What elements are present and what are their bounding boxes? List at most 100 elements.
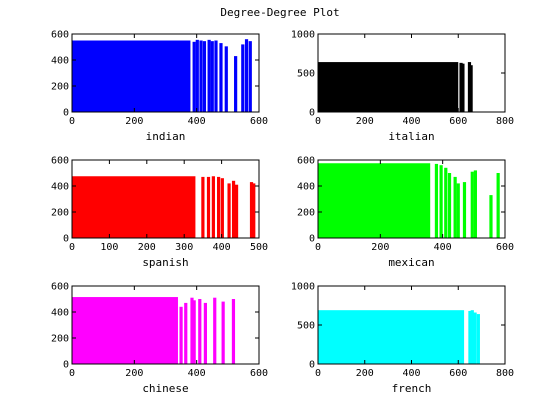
scatter-strip [207, 34, 211, 112]
y-tick-label: 200 [297, 208, 315, 219]
scatter-strip [201, 160, 205, 238]
scatter-strip [203, 286, 207, 364]
y-tick-label: 200 [51, 208, 69, 219]
scatter-strip [470, 286, 474, 364]
scatter-strip [231, 160, 236, 238]
y-tick-label: 1000 [291, 282, 315, 293]
x-tick-label: 400 [434, 242, 452, 253]
scatter-strip [434, 160, 439, 238]
scatter-strip [219, 34, 223, 112]
scatter-strip [249, 160, 254, 238]
x-tick-label: 400 [402, 368, 420, 379]
scatter-strip [199, 34, 203, 112]
x-tick-label: 400 [188, 116, 206, 127]
x-tick-label: 600 [496, 242, 514, 253]
dense-point-cloud [72, 297, 178, 364]
y-tick-label: 400 [51, 56, 69, 67]
x-tick-label: 400 [213, 242, 231, 253]
x-tick-label: 0 [69, 368, 75, 379]
scatter-points-spanish [72, 160, 256, 238]
scatter-strip [213, 286, 217, 364]
x-tick-label: 200 [125, 368, 143, 379]
scatter-strip [456, 160, 460, 238]
y-tick-label: 600 [297, 156, 315, 167]
x-tick-label: 0 [315, 242, 321, 253]
scatter-strip [192, 34, 196, 112]
plot-frame [71, 33, 260, 113]
scatter-strip [210, 34, 214, 112]
scatter-strip [220, 160, 224, 238]
dense-point-cloud [72, 40, 191, 112]
x-tick-label: 600 [449, 368, 467, 379]
subplot-french: 0 200 400 600 800 0 500 1000 french [291, 282, 514, 396]
x-tick-label: 400 [188, 368, 206, 379]
scatter-strip [476, 286, 480, 364]
x-axis-label: spanish [142, 256, 188, 269]
subplot-chinese: 0 200 400 600 0 200 400 600 chinese [51, 282, 268, 396]
y-tick-label: 500 [297, 321, 315, 332]
scatter-strip [459, 34, 463, 112]
y-tick-label: 0 [63, 360, 69, 371]
scatter-points-indian [72, 34, 252, 112]
y-tick-label: 0 [63, 234, 69, 245]
subplot-indian: 0 200 400 600 0 200 400 600 indian [51, 30, 268, 144]
x-axis-label: chinese [142, 382, 188, 395]
scatter-strip [473, 160, 477, 238]
y-tick-label: 400 [51, 308, 69, 319]
x-tick-label: 0 [315, 116, 321, 127]
scatter-strip [467, 34, 472, 112]
y-tick-label: 0 [309, 360, 315, 371]
dense-point-cloud [318, 163, 431, 238]
scatter-strip [468, 286, 472, 364]
scatter-points-french [318, 286, 480, 364]
y-tick-label: 500 [297, 69, 315, 80]
y-tick-label: 400 [297, 182, 315, 193]
x-tick-label: 600 [250, 116, 268, 127]
x-tick-label: 300 [175, 242, 193, 253]
scatter-points-chinese [72, 286, 236, 364]
y-tick-label: 1000 [291, 30, 315, 41]
y-tick-label: 200 [51, 82, 69, 93]
scatter-points-mexican [318, 160, 500, 238]
y-tick-label: 400 [51, 182, 69, 193]
scatter-strip [206, 160, 211, 238]
subplot-mexican: 0 200 400 600 0 200 400 600 mexican [297, 156, 514, 270]
x-tick-label: 200 [125, 116, 143, 127]
scatter-strip [470, 160, 474, 238]
x-tick-label: 0 [69, 242, 75, 253]
scatter-strip [221, 286, 225, 364]
x-tick-label: 200 [356, 116, 374, 127]
plot-frame [71, 159, 260, 239]
x-tick-label: 0 [69, 116, 75, 127]
scatter-strip [489, 160, 493, 238]
x-tick-label: 200 [371, 242, 389, 253]
scatter-strip [241, 34, 245, 112]
scatter-strip [453, 160, 457, 238]
x-tick-label: 100 [100, 242, 118, 253]
dense-point-cloud [318, 310, 465, 364]
scatter-strip [202, 34, 207, 112]
subplot-italian: 0 200 400 600 800 0 500 1000 italian [291, 30, 514, 144]
subplot-spanish: 0 100 200 300 400 500 0 200 400 600 spanish [51, 156, 268, 270]
scatter-strip [192, 286, 196, 364]
x-axis-label: mexican [388, 256, 434, 269]
scatter-strip [244, 34, 249, 112]
y-tick-label: 0 [309, 108, 315, 119]
x-axis-label: indian [146, 130, 186, 143]
y-tick-label: 600 [51, 30, 69, 41]
x-tick-label: 600 [250, 368, 268, 379]
scatter-strip [231, 286, 236, 364]
x-axis-label: french [392, 382, 432, 395]
scatter-strip [234, 160, 239, 238]
x-tick-label: 400 [402, 116, 420, 127]
x-axis-label: italian [388, 130, 434, 143]
y-tick-label: 200 [51, 334, 69, 345]
y-tick-label: 0 [63, 108, 69, 119]
scatter-strip [234, 34, 238, 112]
scatter-strip [214, 34, 218, 112]
plot-frame [317, 159, 506, 239]
y-tick-label: 0 [309, 234, 315, 245]
x-tick-label: 500 [250, 242, 268, 253]
